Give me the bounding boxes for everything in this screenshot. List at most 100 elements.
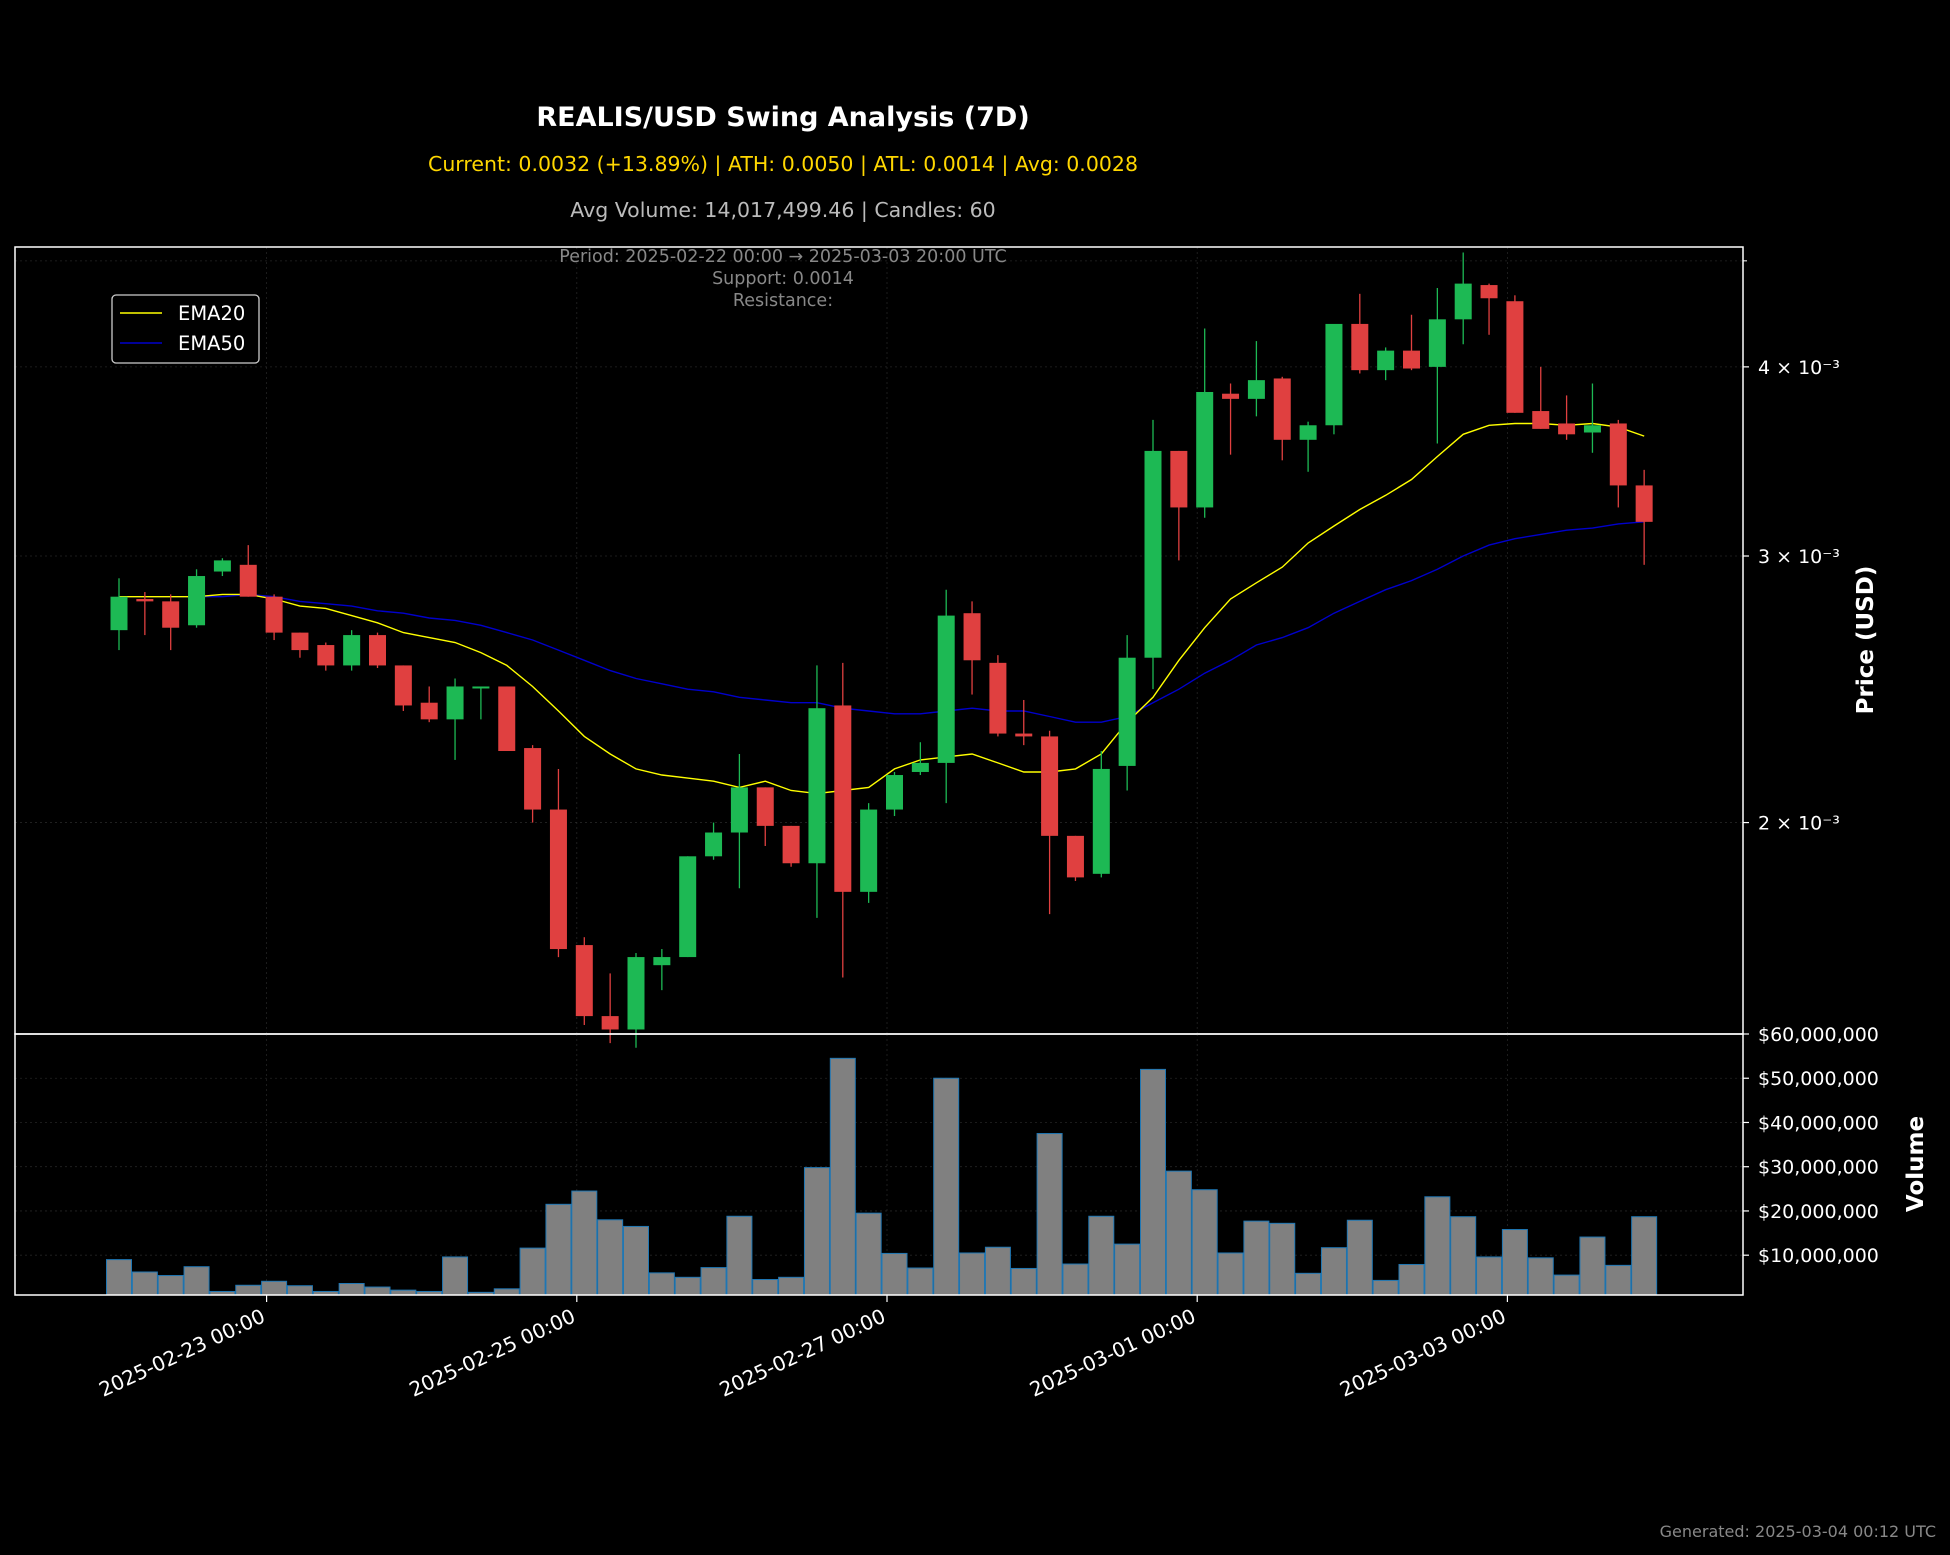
candle [834, 662, 852, 978]
volume-bar [493, 1288, 520, 1296]
candle-body [239, 564, 257, 597]
candle [1247, 341, 1265, 417]
candle-body [1118, 657, 1136, 766]
candle-body [1403, 350, 1420, 369]
candle-body [989, 662, 1007, 734]
volume-tick-label: $30,000,000 [1758, 1157, 1879, 1179]
candle [989, 655, 1007, 737]
candle-body [498, 686, 516, 752]
volume-bar [1010, 1267, 1037, 1296]
volume-bar [571, 1190, 598, 1296]
volume-panel-frame [14, 1033, 1744, 1296]
candle [291, 632, 309, 658]
candle [1118, 635, 1136, 791]
candle [162, 594, 180, 651]
candle [1325, 323, 1343, 435]
volume-bar [106, 1259, 132, 1296]
candle-body [1299, 425, 1317, 440]
volume-bar [442, 1256, 469, 1296]
candle-body [317, 645, 335, 666]
volume-bar [881, 1252, 908, 1296]
candle-body [575, 945, 593, 1017]
candle [1583, 383, 1601, 453]
candle-body [1506, 301, 1524, 413]
candle [136, 592, 154, 636]
support-text: Support: 0.0014 [712, 269, 854, 289]
volume-axis-ticks: $10,000,000 $20,000,000 $30,000,000 $40,000… [1743, 1024, 1879, 1267]
resistance-text: Resistance: [733, 291, 833, 311]
price-axis-ticks: 2 × 10⁻³ 3 × 10⁻³ 4 × 10⁻³ [1743, 260, 1840, 835]
candle [653, 949, 671, 991]
legend: EMA20 EMA50 [111, 294, 260, 364]
volume-bar [1346, 1219, 1373, 1296]
stats-line: Current: 0.0032 (+13.89%) | ATH: 0.0050 … [428, 152, 1138, 177]
candle-body [1377, 350, 1395, 371]
volume-bar [1295, 1272, 1322, 1296]
candle-body [549, 809, 567, 950]
candle-body [343, 635, 361, 666]
candle [549, 768, 567, 958]
candle-body [601, 1016, 619, 1030]
volume-bar [984, 1246, 1011, 1296]
candle [213, 558, 231, 577]
volume-tick-label: $50,000,000 [1758, 1068, 1879, 1090]
candle-body [1196, 391, 1214, 508]
volume-bar [1217, 1252, 1244, 1296]
ema20-line [119, 422, 1645, 795]
candle [1609, 419, 1627, 508]
candle [1351, 293, 1369, 374]
candle-body [1351, 323, 1369, 371]
volume-bar [183, 1266, 210, 1296]
candle-body [110, 596, 128, 631]
volume-bar [157, 1275, 184, 1296]
candle-body [420, 702, 438, 720]
volume-bar [726, 1215, 753, 1296]
candle-body [860, 809, 878, 892]
volume-bar [597, 1219, 624, 1296]
candle-body [1015, 733, 1033, 737]
candle-body [265, 596, 283, 633]
candle [1066, 835, 1084, 881]
volume-tick-label: $60,000,000 [1758, 1024, 1879, 1046]
candle [1428, 287, 1446, 444]
volume-bar [674, 1276, 701, 1296]
candle [1222, 383, 1240, 455]
candle [1144, 419, 1162, 690]
candle [239, 545, 257, 597]
candle [575, 937, 593, 1025]
volume-bar [855, 1212, 882, 1296]
candle [679, 856, 697, 958]
candle [808, 665, 826, 918]
candle-body [1583, 425, 1601, 433]
candle [369, 632, 386, 669]
volume-bar [933, 1077, 960, 1296]
price-tick-label: 4 × 10⁻³ [1758, 357, 1840, 379]
candle-body [886, 775, 903, 810]
candle-body [291, 632, 309, 651]
candle [524, 745, 542, 823]
candle-body [446, 686, 464, 720]
volume-bar [1191, 1189, 1218, 1296]
candle-body [1170, 450, 1188, 508]
candle-body [1066, 835, 1084, 878]
candle-body [188, 576, 206, 626]
volume-bar [829, 1057, 856, 1296]
candle [472, 686, 490, 720]
period-text: Period: 2025-02-22 00:00 → 2025-03-03 20… [559, 247, 1006, 267]
candle [1092, 751, 1110, 878]
volume-bar [1424, 1196, 1451, 1296]
price-panel: 2 × 10⁻³ 3 × 10⁻³ 4 × 10⁻³ Price (USD) Per… [14, 246, 1879, 1048]
candle [860, 803, 878, 903]
volume-bar [1140, 1068, 1166, 1296]
price-tick-label: 3 × 10⁻³ [1758, 546, 1840, 568]
volume-bar [1450, 1216, 1477, 1296]
candle [1196, 328, 1214, 518]
candle-body [136, 599, 154, 602]
candle-body [937, 615, 955, 763]
candle [1041, 730, 1059, 915]
candle-body [1454, 283, 1472, 320]
volume-bar [235, 1284, 262, 1296]
candle [1480, 283, 1498, 335]
